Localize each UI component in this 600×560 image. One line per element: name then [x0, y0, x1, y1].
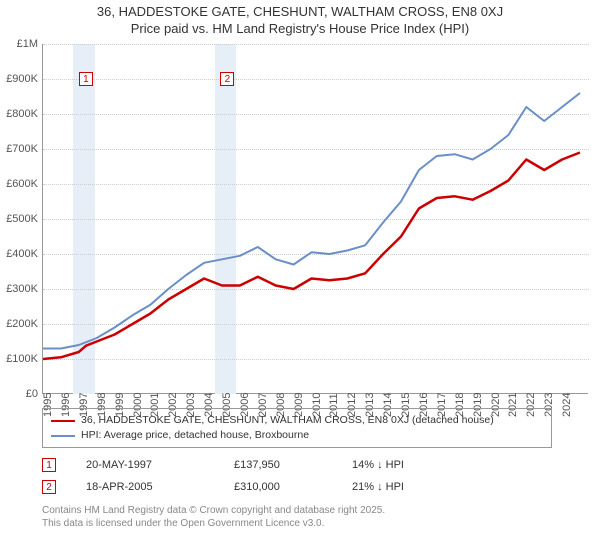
- chart-titles: 36, HADDESTOKE GATE, CHESHUNT, WALTHAM C…: [0, 0, 600, 36]
- y-axis-label: £900K: [6, 73, 38, 85]
- legend-swatch: [51, 435, 75, 437]
- legend-swatch: [51, 420, 75, 422]
- sales-list: 1 20-MAY-1997 £137,950 14% ↓ HPI 2 18-AP…: [42, 454, 582, 498]
- legend-item: HPI: Average price, detached house, Brox…: [51, 428, 543, 443]
- legend: 36, HADDESTOKE GATE, CHESHUNT, WALTHAM C…: [42, 408, 552, 448]
- sale-price: £310,000: [234, 481, 334, 493]
- y-axis-label: £800K: [6, 108, 38, 120]
- series-hpi: [43, 93, 580, 349]
- sale-price: £137,950: [234, 459, 334, 471]
- legend-label: HPI: Average price, detached house, Brox…: [81, 428, 309, 443]
- sale-marker-icon: 1: [42, 458, 56, 472]
- series-property: [43, 153, 580, 360]
- legend-item: 36, HADDESTOKE GATE, CHESHUNT, WALTHAM C…: [51, 413, 543, 428]
- x-axis-label: 2024: [561, 393, 573, 417]
- plot-region: 12: [42, 44, 588, 394]
- sale-marker-1: 1: [79, 72, 93, 86]
- y-axis-label: £200K: [6, 318, 38, 330]
- title-subtitle: Price paid vs. HM Land Registry's House …: [0, 21, 600, 36]
- title-address: 36, HADDESTOKE GATE, CHESHUNT, WALTHAM C…: [0, 4, 600, 19]
- sale-row: 2 18-APR-2005 £310,000 21% ↓ HPI: [42, 476, 582, 498]
- y-axis-label: £600K: [6, 178, 38, 190]
- y-axis-label: £700K: [6, 143, 38, 155]
- chart-container: 36, HADDESTOKE GATE, CHESHUNT, WALTHAM C…: [0, 0, 600, 560]
- y-axis-label: £300K: [6, 283, 38, 295]
- sale-diff: 14% ↓ HPI: [352, 459, 452, 471]
- sale-date: 18-APR-2005: [86, 481, 216, 493]
- y-axis-label: £500K: [6, 213, 38, 225]
- footer: Contains HM Land Registry data © Crown c…: [42, 504, 582, 530]
- y-axis-label: £0: [26, 388, 38, 400]
- footer-license: This data is licensed under the Open Gov…: [42, 517, 582, 530]
- y-axis-label: £400K: [6, 248, 38, 260]
- line-series-svg: [43, 44, 589, 394]
- sale-row: 1 20-MAY-1997 £137,950 14% ↓ HPI: [42, 454, 582, 476]
- chart-area: 12 £0£100K£200K£300K£400K£500K£600K£700K…: [42, 44, 588, 394]
- sale-date: 20-MAY-1997: [86, 459, 216, 471]
- legend-label: 36, HADDESTOKE GATE, CHESHUNT, WALTHAM C…: [81, 413, 494, 428]
- sale-marker-icon: 2: [42, 480, 56, 494]
- sale-marker-2: 2: [220, 72, 234, 86]
- y-axis-label: £100K: [6, 353, 38, 365]
- y-axis-label: £1M: [17, 38, 38, 50]
- footer-copyright: Contains HM Land Registry data © Crown c…: [42, 504, 582, 517]
- sale-diff: 21% ↓ HPI: [352, 481, 452, 493]
